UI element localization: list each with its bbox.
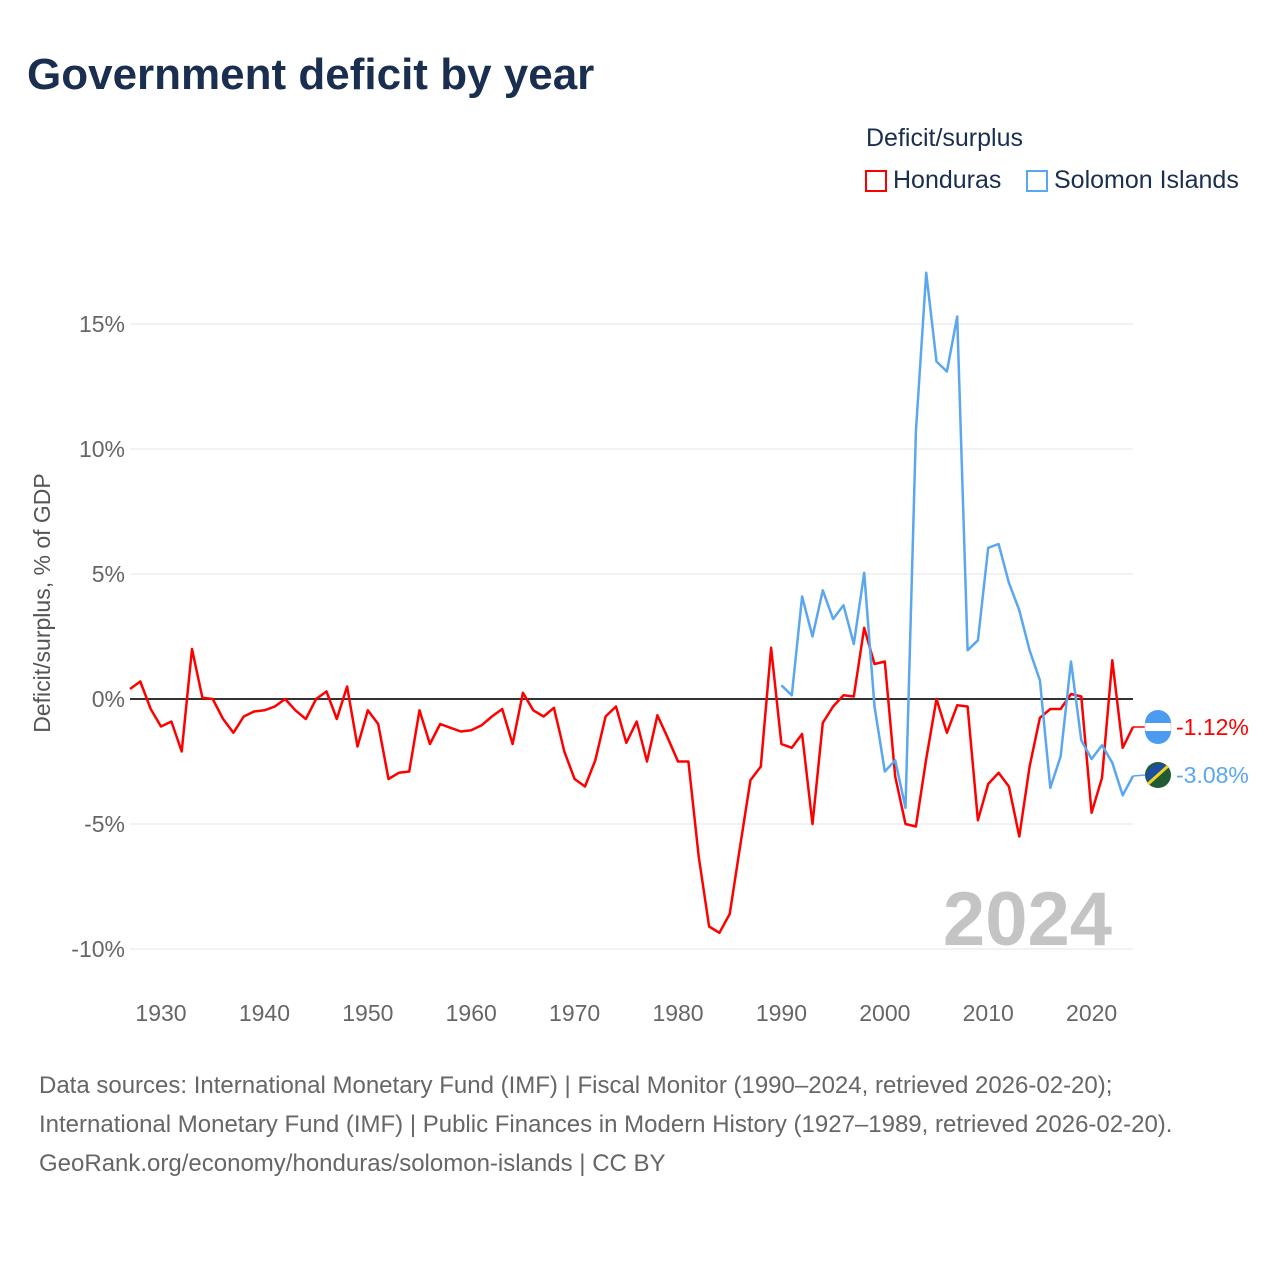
y-tick-label: 5% — [92, 561, 125, 587]
legend-swatch — [865, 169, 887, 192]
honduras-flag-icon — [1144, 710, 1172, 744]
source-link[interactable]: GeoRank.org/economy/honduras/solomon-isl… — [39, 1150, 666, 1177]
chart-title: Government deficit by year — [27, 50, 595, 99]
y-tick-label: 10% — [79, 436, 125, 462]
label-connector — [1132, 774, 1146, 777]
y-tick-label: 0% — [92, 686, 125, 712]
x-tick-label: 1940 — [239, 1000, 290, 1026]
x-tick-label: 1960 — [446, 1000, 497, 1026]
x-tick-label: 2020 — [1066, 1000, 1117, 1026]
end-value-label: -1.12% — [1176, 714, 1249, 740]
legend-label: Solomon Islands — [1054, 166, 1239, 194]
legend-title: Deficit/surplus — [866, 124, 1023, 152]
y-tick-label: -10% — [71, 936, 125, 962]
series-line-solomon-islands — [780, 271, 1135, 810]
x-tick-label: 1950 — [342, 1000, 393, 1026]
legend-item-solomon-islands[interactable]: Solomon Islands — [1026, 166, 1239, 195]
series-line-honduras — [129, 626, 1135, 935]
x-tick-label: 1990 — [756, 1000, 807, 1026]
x-tick-label: 1970 — [549, 1000, 600, 1026]
sources: Data sources: International Monetary Fun… — [39, 1066, 1239, 1183]
line-chart: 15% 10% 5% 0% -5% -10% 1930 1940 1950 1960 1970 198… — [29, 271, 1249, 1026]
legend-label: Honduras — [893, 166, 1002, 194]
end-value-label: -3.08% — [1176, 762, 1249, 788]
x-tick-label: 2010 — [963, 1000, 1014, 1026]
data-sources-text: Data sources: International Monetary Fun… — [39, 1072, 1173, 1138]
y-tick-label: -5% — [84, 811, 125, 837]
x-tick-label: 1930 — [135, 1000, 186, 1026]
x-tick-label: 1980 — [652, 1000, 703, 1026]
solomon-islands-flag-icon — [1145, 762, 1171, 788]
legend-item-honduras[interactable]: Honduras — [865, 166, 1001, 195]
year-watermark: 2024 — [943, 877, 1112, 962]
legend-swatch — [1026, 169, 1048, 192]
y-axis-label: Deficit/surplus, % of GDP — [29, 473, 55, 732]
x-tick-label: 2000 — [859, 1000, 910, 1026]
y-tick-label: 15% — [79, 311, 125, 337]
